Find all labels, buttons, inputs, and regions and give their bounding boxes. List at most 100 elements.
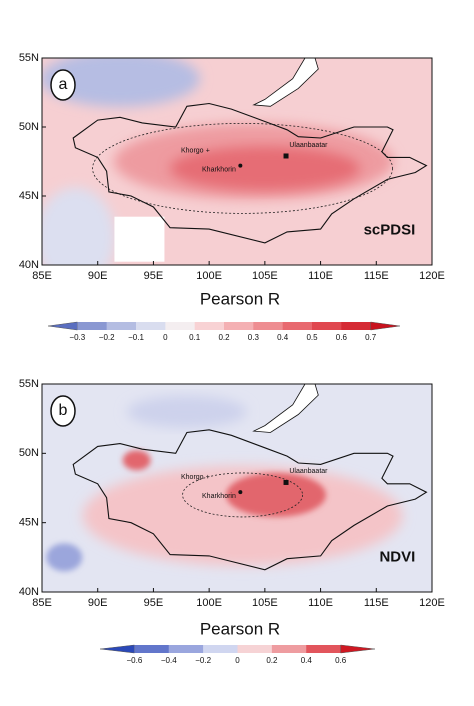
colorbar-label: −0.1 — [128, 333, 144, 342]
field-blob — [226, 472, 326, 517]
colorbar-label: 0 — [235, 656, 240, 665]
panel-label-circle — [50, 69, 76, 101]
colorbar-segment — [312, 322, 342, 330]
colorbar-segment — [136, 322, 166, 330]
axis-title: Pearson R — [200, 619, 280, 638]
colorbar-end — [47, 321, 78, 331]
place-marker — [238, 490, 243, 495]
place-marker: + — [206, 474, 210, 481]
axis-title: Pearson R — [200, 289, 280, 308]
colorbar-segment — [165, 322, 195, 330]
colorbar-segment — [237, 645, 273, 653]
colorbar-segment — [341, 322, 371, 330]
colorbar-label: −0.2 — [99, 333, 115, 342]
lon-label: 100E — [196, 597, 222, 609]
lon-label: 115E — [364, 597, 389, 609]
colorbar-segment — [224, 322, 254, 330]
colorbar-segment — [106, 322, 137, 330]
colorbar-label: 0.2 — [218, 333, 230, 342]
lake-baikal — [252, 384, 319, 433]
colorbar-label: 0.2 — [266, 656, 278, 665]
place-label: Kharkhorin — [202, 167, 236, 174]
country-border — [72, 102, 428, 244]
missing — [114, 216, 165, 262]
lon-label: 90E — [88, 270, 108, 282]
field-blob — [169, 146, 360, 191]
lon-label: 95E — [144, 270, 164, 282]
lat-label: 40N — [19, 586, 39, 598]
lon-label: 120E — [419, 270, 445, 282]
colorbar-label: 0.4 — [301, 656, 313, 665]
colorbar-segment — [194, 322, 225, 330]
colorbar-label: 0.1 — [189, 333, 201, 342]
colorbar-segment — [282, 322, 313, 330]
colorbar-label: 0 — [163, 333, 168, 342]
colorbar-segment — [306, 645, 341, 653]
field-blob — [46, 543, 83, 572]
lon-label: 105E — [252, 270, 278, 282]
panel-label-circle — [50, 395, 76, 427]
colorbar-label: 0.7 — [365, 333, 377, 342]
field-blob — [122, 450, 151, 471]
colorbar-segment — [203, 645, 238, 653]
colorbar-end — [340, 644, 376, 654]
colorbar-label: −0.3 — [69, 333, 85, 342]
map-frame — [41, 57, 433, 266]
colorbar-segment — [134, 645, 170, 653]
colorbar-segment — [168, 645, 204, 653]
lat-label: 45N — [19, 190, 39, 202]
lake-baikal — [252, 58, 319, 107]
place-marker — [238, 163, 243, 168]
map-frame — [41, 383, 433, 593]
lon-label: 100E — [196, 270, 222, 282]
colorbar-segment — [77, 322, 107, 330]
colorbar-label: 0.6 — [335, 656, 347, 665]
lon-label: 110E — [308, 597, 333, 609]
place-marker — [283, 153, 289, 159]
place-marker: + — [206, 147, 210, 154]
place-marker — [283, 479, 289, 485]
place-label: Kharkhorin — [202, 493, 236, 500]
place-label: Ulaanbaatar — [289, 142, 328, 149]
lon-label: 85E — [32, 597, 52, 609]
map-panel — [42, 58, 432, 265]
field-blob — [42, 58, 200, 107]
significance-contour — [92, 122, 393, 214]
colorbar-label: 0.4 — [277, 333, 289, 342]
panel-label: a — [59, 76, 68, 93]
index-name: NDVI — [379, 548, 415, 565]
panel-label: b — [59, 402, 68, 419]
colorbar-label: −0.2 — [195, 656, 211, 665]
colorbar-segment — [253, 322, 283, 330]
colorbar-label: 0.5 — [306, 333, 318, 342]
lat-label: 40N — [19, 259, 39, 271]
lon-label: 110E — [308, 270, 333, 282]
lat-label: 45N — [19, 517, 39, 529]
index-name: scPDSI — [364, 221, 416, 238]
lat-label: 55N — [19, 378, 39, 390]
country-border — [72, 429, 428, 571]
lon-label: 95E — [144, 597, 164, 609]
lon-label: 85E — [32, 270, 52, 282]
colorbar-end — [99, 644, 135, 654]
lat-label: 55N — [19, 52, 39, 64]
place-label: Khorgo — [181, 474, 204, 481]
colorbar-label: 0.6 — [336, 333, 348, 342]
place-label: Ulaanbaatar — [289, 468, 328, 475]
place-label: Khorgo — [181, 147, 204, 154]
colorbar-segment — [271, 645, 307, 653]
colorbar-end — [370, 321, 401, 331]
lon-label: 90E — [88, 597, 108, 609]
lat-label: 50N — [19, 447, 39, 459]
lon-label: 120E — [419, 597, 445, 609]
field-blob — [42, 187, 116, 265]
lat-label: 50N — [19, 121, 39, 133]
map-panel — [42, 384, 432, 592]
colorbar-label: −0.6 — [126, 656, 142, 665]
colorbar-label: 0.3 — [248, 333, 260, 342]
lon-label: 115E — [364, 270, 389, 282]
lon-label: 105E — [252, 597, 278, 609]
field-blob — [126, 395, 247, 428]
colorbar-label: −0.4 — [161, 656, 177, 665]
